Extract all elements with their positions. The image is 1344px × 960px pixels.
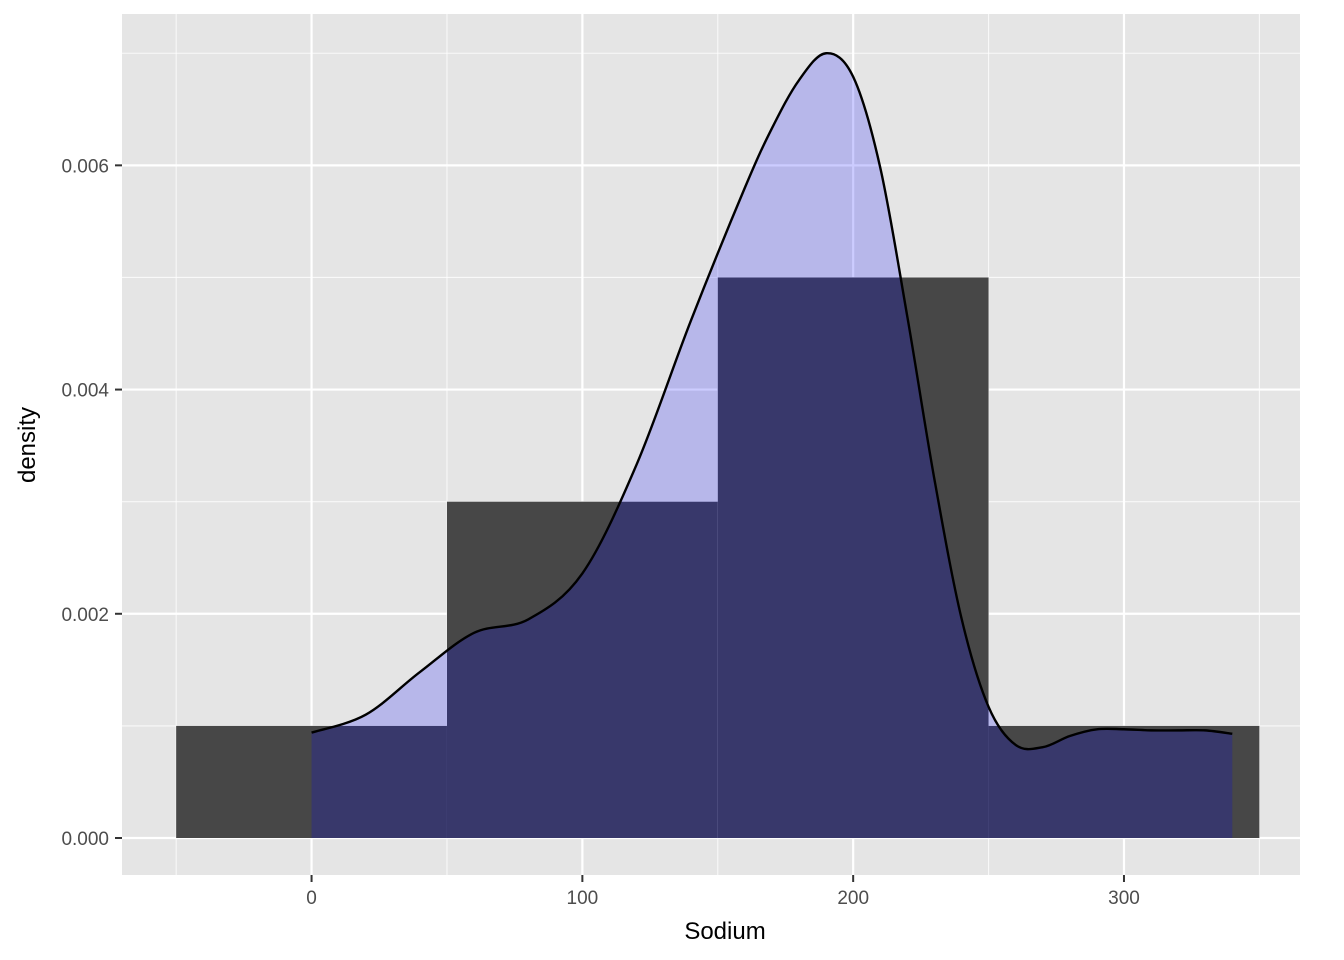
histogram-bar xyxy=(176,725,447,839)
x-tick-label: 0 xyxy=(306,888,317,909)
x-axis-ticks: 0 100 200 300 xyxy=(306,875,1140,909)
y-tick-label: 0.000 xyxy=(61,829,109,850)
y-tick-label: 0.004 xyxy=(61,381,109,402)
y-axis-title: density xyxy=(14,407,41,483)
x-tick-label: 200 xyxy=(837,888,869,909)
histogram-bar xyxy=(717,277,989,839)
histogram-bar xyxy=(988,725,1260,839)
x-axis-title: Sodium xyxy=(684,918,765,945)
y-tick-label: 0.006 xyxy=(61,156,109,177)
histogram-bar xyxy=(446,501,718,839)
x-tick-label: 100 xyxy=(567,888,599,909)
density-area xyxy=(311,53,1233,839)
density-line xyxy=(311,52,1233,751)
x-tick-label: 300 xyxy=(1108,888,1140,909)
histogram-bars xyxy=(176,277,1260,839)
y-tick-label: 0.002 xyxy=(61,605,109,626)
y-axis-ticks: 0.000 0.002 0.004 0.006 xyxy=(61,156,122,850)
